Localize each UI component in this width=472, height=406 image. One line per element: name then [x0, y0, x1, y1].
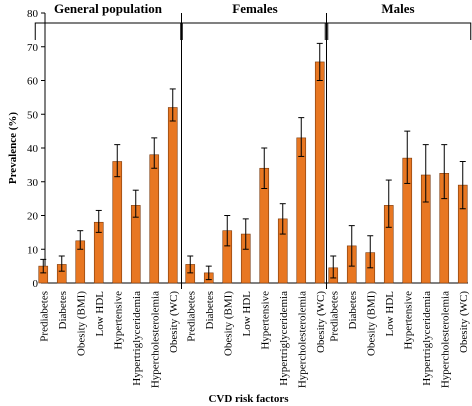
category-label: Hypercholesterolemia [439, 291, 451, 388]
bar [167, 107, 178, 284]
y-tick-label: 10 [27, 244, 39, 256]
category-label: Hypertensive [259, 291, 271, 350]
group-bracket [34, 22, 182, 40]
category-label: Low HDL [94, 291, 106, 337]
y-tick-label: 70 [27, 42, 39, 54]
category-label: Obesity (WC) [315, 291, 327, 353]
category-label: Diabetes [347, 291, 359, 329]
category-label: Obesity (WC) [168, 291, 180, 353]
group-label: General population [54, 1, 163, 16]
category-label: Obesity (BMI) [222, 291, 234, 356]
category-label: Hypertriglyceridemia [421, 291, 433, 386]
group-bracket [181, 22, 329, 40]
category-label: Hypercholesterolemia [296, 291, 308, 388]
category-label: Diabetes [57, 291, 69, 329]
y-tick-label: 30 [27, 177, 39, 189]
y-tick-label: 50 [27, 109, 39, 121]
x-axis-title: CVD risk factors [208, 393, 289, 405]
category-label: Low HDL [241, 291, 253, 337]
bar [296, 137, 307, 284]
category-label: Obesity (BMI) [365, 291, 377, 356]
bar [314, 61, 325, 284]
y-tick-label: 40 [27, 143, 39, 155]
category-label: Hypercholesterolemia [149, 291, 161, 388]
y-tick-label: 60 [27, 76, 39, 88]
y-tick-label: 20 [27, 211, 39, 223]
y-tick-label: 80 [27, 8, 39, 20]
group-label: Females [232, 1, 277, 16]
y-axis-title: Prevalence (%) [7, 112, 19, 185]
category-label: Prediabetes [38, 291, 50, 342]
bar [149, 154, 160, 284]
group-bracket [324, 22, 472, 40]
category-label: Obesity (WC) [458, 291, 470, 353]
category-label: Obesity (BMI) [75, 291, 87, 356]
group-label: Males [381, 1, 414, 16]
category-label: Hypertensive [112, 291, 124, 350]
category-label: Diabetes [204, 291, 216, 329]
category-label: Hypertriglyceridemia [278, 291, 290, 386]
category-label: Prediabetes [185, 291, 197, 342]
category-label: Hypertensive [402, 291, 414, 350]
category-label: Low HDL [384, 291, 396, 337]
category-label: Prediabetes [328, 291, 340, 342]
y-tick-label: 0 [33, 278, 39, 290]
category-label: Hypertriglyceridemia [131, 291, 143, 386]
bar [112, 161, 123, 284]
